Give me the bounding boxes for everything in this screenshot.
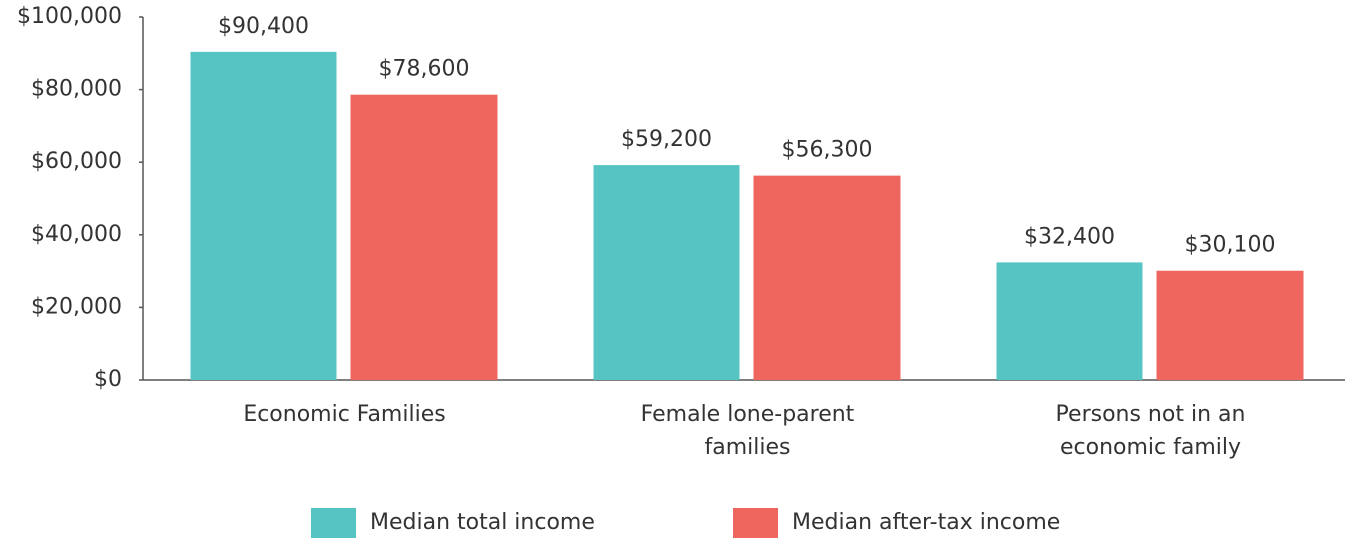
bar xyxy=(190,51,337,381)
value-label: $78,600 xyxy=(379,57,470,82)
value-label: $90,400 xyxy=(218,14,309,39)
value-label: $32,400 xyxy=(1024,224,1115,249)
bar xyxy=(996,262,1143,380)
y-tick-label: $100,000 xyxy=(17,4,122,29)
value-label: $56,300 xyxy=(782,138,873,163)
legend-label: Median after-tax income xyxy=(792,510,1060,535)
legend-swatch xyxy=(733,508,778,538)
bar xyxy=(753,175,901,380)
y-tick-label: $0 xyxy=(94,367,122,392)
value-label: $59,200 xyxy=(621,127,712,152)
x-tick-label: Female lone-parent families xyxy=(641,402,855,460)
bar xyxy=(1156,270,1304,380)
x-tick-label: Persons not in an economic family xyxy=(1056,402,1246,460)
y-tick-label: $60,000 xyxy=(31,149,122,174)
x-tick-label: Economic Families xyxy=(243,402,445,427)
y-tick-label: $40,000 xyxy=(31,222,122,247)
legend-swatch xyxy=(311,508,356,538)
y-tick-label: $80,000 xyxy=(31,77,122,102)
legend-label: Median total income xyxy=(370,510,595,535)
bar xyxy=(593,165,740,380)
bar xyxy=(350,94,498,380)
value-label: $30,100 xyxy=(1185,233,1276,258)
y-tick-label: $20,000 xyxy=(31,294,122,319)
